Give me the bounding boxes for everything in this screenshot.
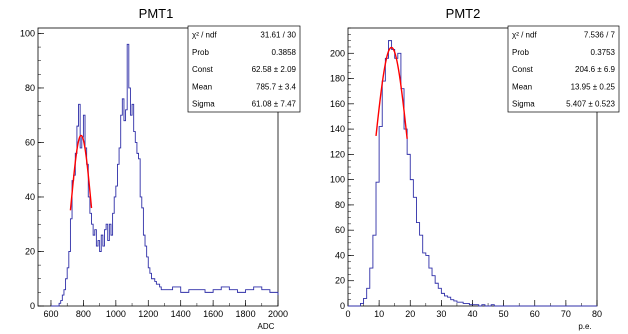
y-tick-label: 0 (30, 301, 35, 311)
stats-label: Sigma (512, 99, 535, 108)
x-tick-label: 600 (43, 309, 58, 319)
stats-value: 61.08 ± 7.47 (252, 99, 297, 108)
stats-label: Prob (192, 48, 209, 57)
fit-stats-box: χ² / ndf 7.536 / 7 Prob 0.3753 Const 204.6 ± … (507, 25, 620, 113)
stats-label: Sigma (192, 99, 215, 108)
x-tick-label: 1000 (106, 309, 126, 319)
gaussian-fit-curve (375, 46, 408, 139)
y-tick-label: 160 (330, 99, 345, 109)
y-tick-label: 60 (25, 137, 35, 147)
y-tick-label: 140 (330, 124, 345, 134)
x-tick-label: 50 (499, 309, 509, 319)
stats-value: 0.3753 (591, 48, 616, 57)
y-tick-label: 20 (25, 246, 35, 256)
x-tick-label: 20 (405, 309, 415, 319)
stats-label: Const (512, 65, 534, 74)
y-tick-label: 60 (335, 225, 345, 235)
x-axis-label: ADC (258, 322, 275, 331)
stats-label: χ² / ndf (512, 31, 537, 40)
x-tick-label: 60 (530, 309, 540, 319)
x-tick-label: 2000 (268, 309, 288, 319)
stats-value: 7.536 / 7 (584, 31, 616, 40)
y-tick-label: 120 (330, 149, 345, 159)
x-tick-label: 1200 (138, 309, 158, 319)
stats-value: 785.7 ± 3.4 (256, 82, 297, 91)
stats-label: Const (192, 65, 214, 74)
x-tick-label: 30 (436, 309, 446, 319)
y-tick-label: 40 (25, 192, 35, 202)
y-tick-label: 100 (330, 175, 345, 185)
stats-label: Prob (512, 48, 529, 57)
stats-label: Mean (192, 82, 212, 91)
x-axis-label: p.e. (578, 322, 591, 331)
chart-panel-pmt1: PMT1 0 20 40 60 80 100 600 800 1000 1200 1400 1600 18… (20, 6, 301, 331)
y-tick-label: 100 (20, 28, 35, 38)
y-tick-label: 180 (330, 74, 345, 84)
y-tick-label: 80 (335, 200, 345, 210)
histogram-series (348, 40, 597, 307)
stats-box-frame (507, 25, 620, 113)
stats-value: 31.61 / 30 (260, 31, 296, 40)
stats-value: 0.3858 (272, 48, 297, 57)
chart-panel-pmt2: PMT2 0 20 40 60 80 100 120 140 160 180 200 0 10 20 30 40… (330, 6, 620, 331)
plot-frame (37, 27, 279, 307)
fit-stats-box: χ² / ndf 31.61 / 30 Prob 0.3858 Const 62.58 ±… (187, 25, 301, 113)
stats-value: 5.407 ± 0.523 (566, 99, 615, 108)
chart-title: PMT1 (139, 6, 174, 21)
x-tick-label: 1400 (171, 309, 191, 319)
x-tick-label: 40 (467, 309, 477, 319)
y-tick-label: 80 (25, 83, 35, 93)
stats-value: 62.58 ± 2.09 (252, 65, 297, 74)
y-tick-label: 40 (335, 250, 345, 260)
y-tick-label: 0 (340, 301, 345, 311)
x-tick-label: 10 (374, 309, 384, 319)
x-tick-label: 80 (592, 309, 602, 319)
stats-label: Mean (512, 82, 532, 91)
x-tick-label: 1600 (203, 309, 223, 319)
stats-box-frame (187, 25, 301, 113)
x-tick-label: 0 (345, 309, 350, 319)
x-tick-label: 70 (561, 309, 571, 319)
chart-title: PMT2 (446, 6, 481, 21)
gaussian-fit-curve (69, 134, 93, 211)
x-tick-label: 800 (76, 309, 91, 319)
stats-value: 13.95 ± 0.25 (571, 82, 616, 91)
y-tick-label: 200 (330, 48, 345, 58)
x-tick-label: 1800 (236, 309, 256, 319)
stats-label: χ² / ndf (192, 31, 217, 40)
stats-value: 204.6 ± 6.9 (575, 65, 616, 74)
y-tick-label: 20 (335, 276, 345, 286)
